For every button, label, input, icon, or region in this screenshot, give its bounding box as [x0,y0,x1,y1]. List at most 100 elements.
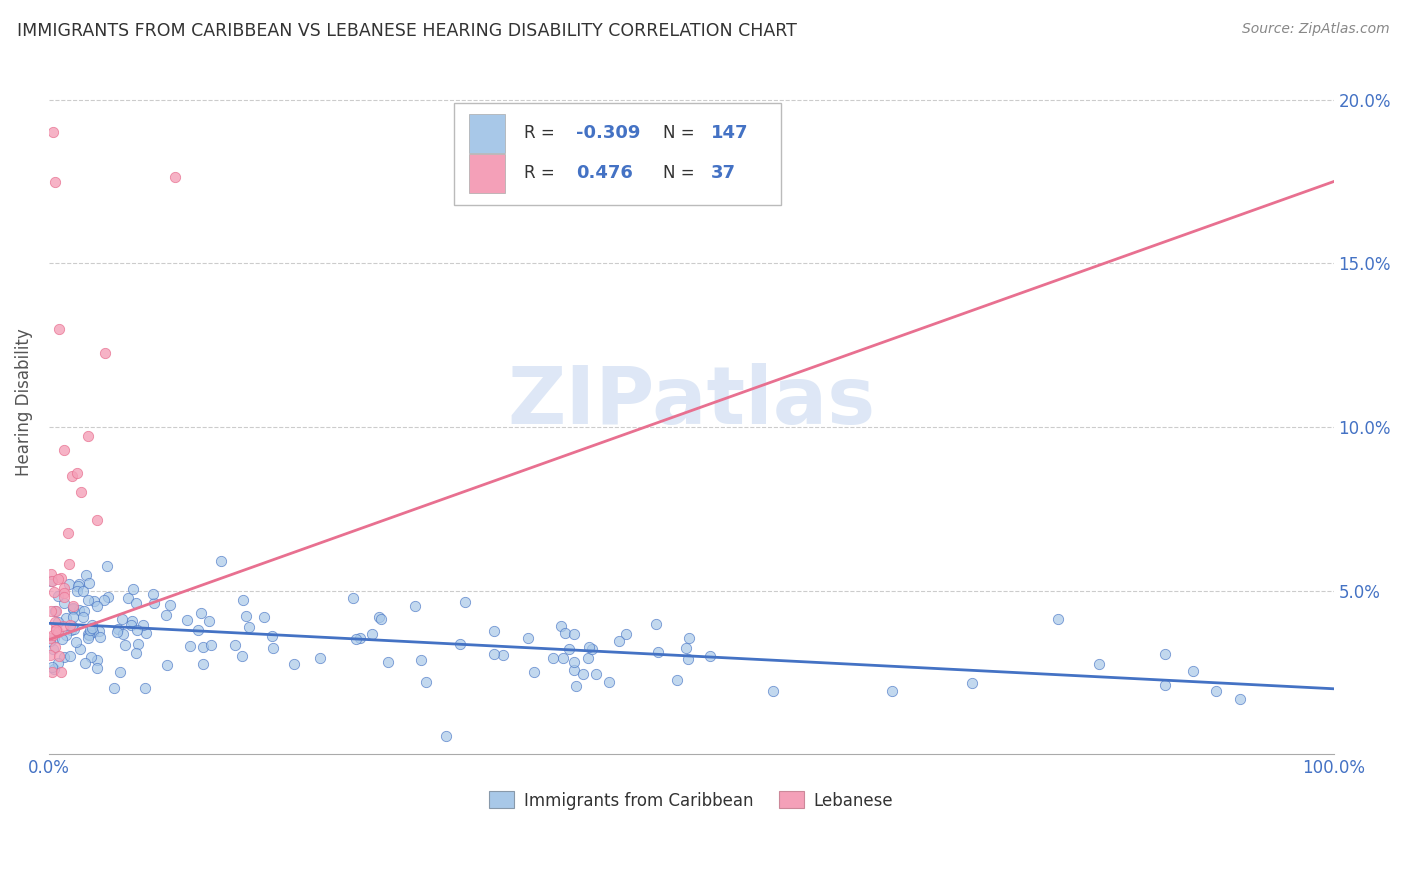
Point [51,632,73,647]
Point [370,612,392,626]
Point [134,681,156,695]
Point [52,619,75,633]
Point [576,650,599,665]
Point [42,662,65,676]
Point [190,607,212,621]
Text: R =: R = [524,164,565,183]
Point [39,604,62,618]
Point [550,619,572,633]
Point [647,645,669,659]
Point [39,648,62,662]
Point [578,640,600,654]
Point [176,613,198,627]
Point [179,639,201,653]
Point [96,558,118,573]
Point [93,593,115,607]
Point [58,558,80,572]
Point [72,584,94,599]
Point [484,647,506,661]
Point [121,614,143,628]
Point [762,684,785,698]
Bar [470,154,505,193]
Text: 147: 147 [710,124,748,143]
Point [1047,612,1070,626]
Point [75,568,97,582]
Point [53,442,76,457]
Point [48,648,70,663]
Point [69,485,91,500]
Point [83,594,105,608]
Point [114,638,136,652]
Point [86,512,108,526]
Point [581,641,603,656]
Point [962,676,984,690]
Point [42,126,65,140]
Point [80,621,103,635]
Point [111,612,134,626]
Point [39,631,62,645]
Point [645,617,668,632]
Point [1153,648,1175,662]
Point [404,599,426,613]
Point [572,667,595,681]
Point [142,596,165,610]
Point [880,684,903,698]
Point [132,617,155,632]
Point [1181,665,1204,679]
Point [614,626,637,640]
Point [76,626,98,640]
Point [77,631,100,645]
Point [562,655,585,669]
Point [699,649,721,664]
Text: N =: N = [664,124,700,143]
Text: 0.476: 0.476 [575,164,633,183]
Point [523,665,546,679]
Point [554,626,576,640]
Point [55,611,77,625]
Point [67,603,90,617]
Point [238,620,260,634]
Point [65,466,87,480]
Point [49,571,72,585]
Point [51,665,73,680]
Point [283,657,305,671]
Point [45,603,67,617]
Point [562,627,585,641]
Point [1087,657,1109,671]
Point [46,624,69,639]
Point [108,665,131,680]
Point [198,615,221,629]
Point [411,652,433,666]
Point [609,634,631,648]
Text: IMMIGRANTS FROM CARIBBEAN VS LEBANESE HEARING DISABILITY CORRELATION CHART: IMMIGRANTS FROM CARIBBEAN VS LEBANESE HE… [17,22,797,40]
Point [565,679,588,693]
Point [48,322,70,336]
Point [434,729,457,743]
Point [449,637,471,651]
Point [159,599,181,613]
Point [127,637,149,651]
Point [52,596,75,610]
Point [41,660,63,674]
Point [551,651,574,665]
Point [60,469,83,483]
Point [42,628,65,642]
Text: N =: N = [664,164,706,183]
Point [231,648,253,663]
Point [492,648,515,662]
Point [44,175,66,189]
Point [56,525,79,540]
Point [79,650,101,665]
Point [79,624,101,638]
Point [678,631,700,645]
Point [63,622,86,636]
Point [105,624,128,639]
Point [73,657,96,671]
Point [59,618,82,632]
Point [361,627,384,641]
Point [86,599,108,613]
Point [52,581,75,595]
Point [76,428,98,442]
Point [120,618,142,632]
Point [1153,678,1175,692]
